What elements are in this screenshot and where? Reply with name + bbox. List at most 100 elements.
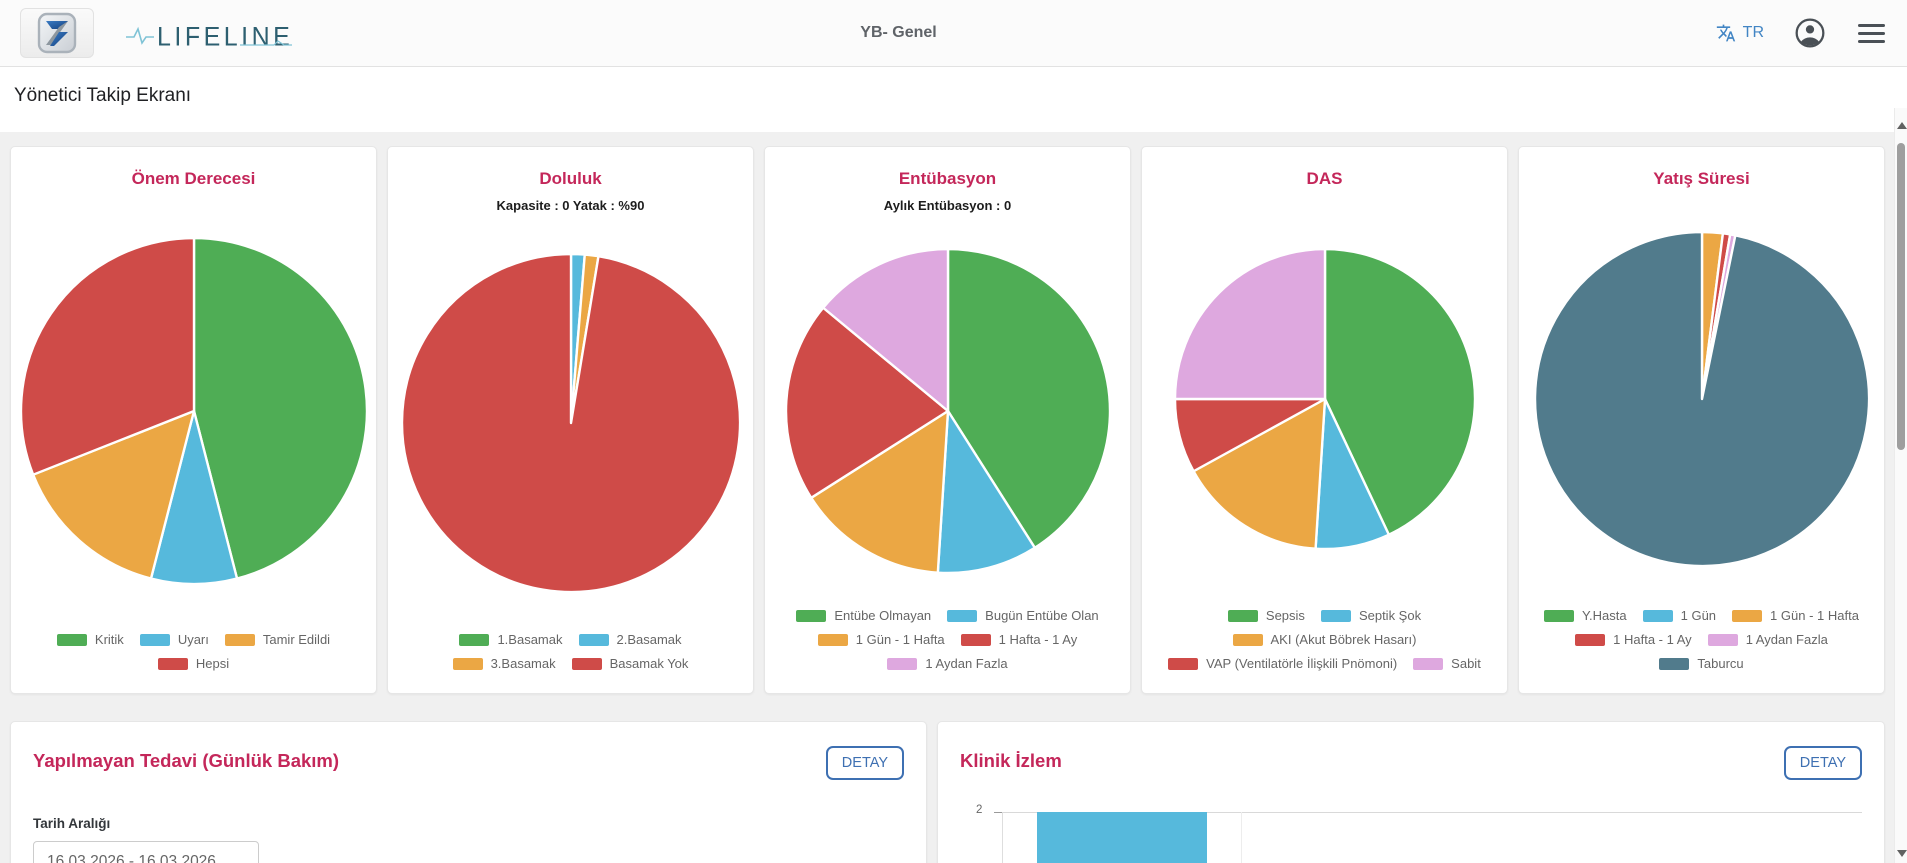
pie-slice-1 Aydan Fazla[interactable] <box>821 247 949 412</box>
legend-swatch <box>139 633 170 646</box>
page-title: Yönetici Takip Ekranı <box>14 85 192 106</box>
klinik-izlem-bar-chart[interactable]: 2 <box>960 804 1862 863</box>
pie-slice-Tamir Edildi[interactable] <box>31 409 195 580</box>
legend-swatch <box>796 609 827 622</box>
legend-item-AKI (Akut Böbrek Hasarı)[interactable]: AKI (Akut Böbrek Hasarı) <box>1232 632 1417 647</box>
pie-slice-Sabit[interactable] <box>1173 247 1326 400</box>
bar-series-0[interactable] <box>1037 812 1207 863</box>
pie-card-5: Yatış Süresi Y.Hasta 1 Gün 1 Gün - 1 Hafta 1… <box>1518 146 1885 694</box>
legend-label: 1.Basamak <box>497 632 563 647</box>
legend-item-1 Gün - 1 Hafta[interactable]: 1 Gün - 1 Hafta <box>817 632 945 647</box>
pie-chart-4[interactable] <box>1172 189 1478 608</box>
plot-area <box>1002 812 1862 863</box>
legend-item-Taburcu[interactable]: Taburcu <box>1659 656 1744 671</box>
legend-item-1 Aydan Fazla[interactable]: 1 Aydan Fazla <box>1707 632 1828 647</box>
legend-swatch <box>459 633 490 646</box>
detay-button-treatment[interactable]: DETAY <box>825 746 904 780</box>
legend-swatch <box>1642 609 1673 622</box>
scroll-down-arrow[interactable] <box>1897 850 1907 857</box>
pie-chart-5[interactable] <box>1532 189 1872 608</box>
scrollbar-thumb[interactable] <box>1897 143 1905 450</box>
legend-item-1 Aydan Fazla[interactable]: 1 Aydan Fazla <box>887 656 1008 671</box>
gridline-y2 <box>1003 812 1862 813</box>
panel-klinik-izlem: Klinik İzlem DETAY 2 <box>937 721 1885 863</box>
detay-button-klinik[interactable]: DETAY <box>1783 746 1862 780</box>
pie-chart-2[interactable] <box>399 213 743 632</box>
legend-label: Basamak Yok <box>609 656 689 671</box>
legend-swatch <box>1413 657 1444 670</box>
pie-legend: Y.Hasta 1 Gün 1 Gün - 1 Hafta 1 Hafta - 1 A… <box>1530 608 1874 675</box>
user-profile-button[interactable] <box>1794 17 1826 49</box>
legend-label: Entübe Olmayan <box>834 608 932 623</box>
legend-item-Bugün Entübe Olan[interactable]: Bugün Entübe Olan <box>947 608 1099 623</box>
pie-slice-Bugün Entübe Olan[interactable] <box>936 409 1036 574</box>
legend-item-Tamir Edildi[interactable]: Tamir Edildi <box>224 632 331 647</box>
legend-item-VAP (Ventilatörle İlişkili Pnömoni)[interactable]: VAP (Ventilatörle İlişkili Pnömoni) <box>1168 656 1397 671</box>
legend-item-1 Gün - 1 Hafta[interactable]: 1 Gün - 1 Hafta <box>1732 608 1859 623</box>
legend-item-Hepsi[interactable]: Hepsi <box>157 656 229 671</box>
legend-item-Entübe Olmayan[interactable]: Entübe Olmayan <box>796 608 931 623</box>
brand-logo-text: LIFELINE <box>157 21 293 52</box>
pie-legend: Entübe Olmayan Bugün Entübe Olan 1 Gün - 1… <box>776 608 1120 675</box>
legend-label: Bugün Entübe Olan <box>985 608 1099 623</box>
legend-swatch <box>1227 609 1258 622</box>
pie-legend: 1.Basamak 2.Basamak 3.Basamak Basamak Yok <box>399 632 743 675</box>
legend-item-3.Basamak[interactable]: 3.Basamak <box>452 656 556 671</box>
app-logo-button[interactable] <box>20 8 94 58</box>
legend-item-Uyarı[interactable]: Uyarı <box>139 632 209 647</box>
panel-yapilmayan-tedavi: Yapılmayan Tedavi (Günlük Bakım) DETAY T… <box>10 721 927 863</box>
legend-item-1 Hafta - 1 Ay[interactable]: 1 Hafta - 1 Ay <box>1575 632 1692 647</box>
pie-chart-3[interactable] <box>783 213 1113 608</box>
legend-item-2.Basamak[interactable]: 2.Basamak <box>578 632 682 647</box>
legend-swatch <box>947 609 978 622</box>
menu-button[interactable] <box>1856 20 1887 47</box>
pie-card-subtitle: Aylık Entübasyon : 0 <box>883 198 1012 213</box>
date-range-input[interactable] <box>33 841 259 863</box>
legend-item-1 Gün[interactable]: 1 Gün <box>1642 608 1716 623</box>
legend-item-Sabit[interactable]: Sabit <box>1413 656 1481 671</box>
pie-card-3: Entübasyon Aylık Entübasyon : 0 Entübe Olm… <box>764 146 1131 694</box>
legend-item-1 Hafta - 1 Ay[interactable]: 1 Hafta - 1 Ay <box>960 632 1077 647</box>
pie-slice-Sepsis[interactable] <box>1323 247 1476 536</box>
legend-label: 2.Basamak <box>616 632 682 647</box>
legend-label: Septik Şok <box>1358 608 1422 623</box>
pie-slice-AKI (Akut Böbrek Hasarı)[interactable] <box>1191 397 1326 550</box>
pie-cards-row: Önem Derecesi Kritik Uyarı Tamir Edildi Heps… <box>0 132 1907 694</box>
pie-card-title: Entübasyon <box>898 169 997 188</box>
language-label: TR <box>1742 24 1764 41</box>
legend-swatch <box>1575 633 1606 646</box>
legend-swatch <box>56 633 87 646</box>
legend-item-Basamak Yok[interactable]: Basamak Yok <box>571 656 689 671</box>
avatar-icon <box>1795 18 1825 48</box>
pie-slice-1 Hafta - 1 Ay[interactable] <box>784 306 949 499</box>
legend-swatch <box>817 633 848 646</box>
brand-logo: LIFELINE <box>124 12 309 54</box>
legend-item-1.Basamak[interactable]: 1.Basamak <box>459 632 563 647</box>
legend-item-Sepsis[interactable]: Sepsis <box>1227 608 1305 623</box>
bottom-panels-row: Yapılmayan Tedavi (Günlük Bakım) DETAY T… <box>0 694 1907 863</box>
y-axis-tick-label: 2 <box>976 804 983 816</box>
scroll-up-arrow[interactable] <box>1897 122 1907 129</box>
legend-label: AKI (Akut Böbrek Hasarı) <box>1270 632 1417 647</box>
legend-item-Y.Hasta[interactable]: Y.Hasta <box>1544 608 1627 623</box>
app-logo-icon <box>37 12 77 54</box>
pie-card-title: Yatış Süresi <box>1653 169 1750 188</box>
gridline-vertical <box>1241 812 1242 863</box>
legend-swatch <box>452 657 483 670</box>
pie-card-1: Önem Derecesi Kritik Uyarı Tamir Edildi Heps… <box>10 146 377 694</box>
legend-label: 1 Gün - 1 Hafta <box>1770 608 1859 623</box>
pie-slice-Taburcu[interactable] <box>1533 230 1870 567</box>
legend-swatch <box>157 657 188 670</box>
pie-slice-1 Gün - 1 Hafta[interactable] <box>809 409 949 574</box>
pie-card-title: Önem Derecesi <box>131 169 256 188</box>
pie-chart-1[interactable] <box>18 189 370 632</box>
language-switcher[interactable]: TR <box>1716 23 1764 43</box>
legend-swatch <box>1544 609 1575 622</box>
pie-slice-Basamak Yok[interactable] <box>400 252 741 593</box>
legend-item-Kritik[interactable]: Kritik <box>56 632 124 647</box>
legend-item-Septik Şok[interactable]: Septik Şok <box>1320 608 1422 623</box>
panel-title: Yapılmayan Tedavi (Günlük Bakım) <box>33 750 340 771</box>
pie-slice-Kritik[interactable] <box>192 236 368 580</box>
pie-slice-Hepsi[interactable] <box>19 236 195 476</box>
legend-label: Tamir Edildi <box>262 632 331 647</box>
